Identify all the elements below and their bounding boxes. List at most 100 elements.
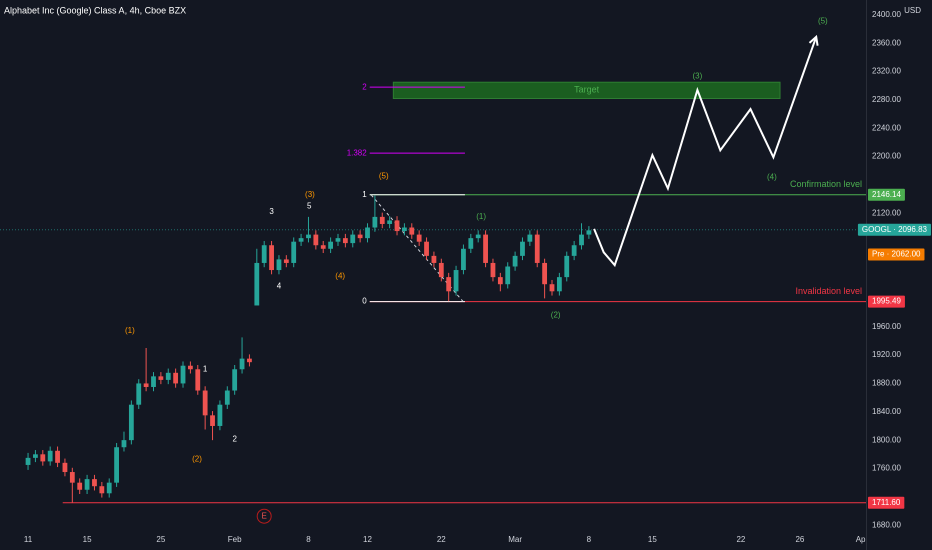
- candle-body: [483, 234, 488, 263]
- y-tick-label: 1840.00: [872, 407, 901, 416]
- level-label: Confirmation level: [790, 179, 862, 189]
- candle-body: [69, 472, 75, 483]
- x-tick-label: Apr: [856, 535, 869, 544]
- wave-label: (1): [476, 212, 486, 221]
- y-tick-label: 1960.00: [872, 322, 901, 331]
- candle-body: [99, 486, 105, 494]
- candle-body: [143, 383, 149, 387]
- wave-label: 4: [277, 281, 282, 290]
- candle-body: [475, 234, 481, 239]
- candle-body: [121, 440, 127, 448]
- candle-body: [357, 234, 363, 239]
- candle-body: [283, 259, 289, 263]
- candle-body: [497, 277, 503, 285]
- y-tick-label: 1760.00: [872, 464, 901, 473]
- candle-body: [320, 245, 326, 249]
- earnings-marker: [256, 508, 272, 524]
- x-tick-label: 22: [437, 535, 446, 544]
- candle-body: [254, 262, 260, 306]
- candle-body: [136, 383, 142, 405]
- x-tick-label: 15: [648, 535, 657, 544]
- candle-body: [187, 365, 193, 370]
- candle-body: [490, 262, 496, 278]
- candle-body: [556, 277, 562, 292]
- wave-label: (5): [379, 172, 389, 181]
- price-tag: [868, 188, 905, 201]
- wave-label: (4): [335, 272, 345, 281]
- x-tick-label: Mar: [508, 535, 522, 544]
- candle-body: [379, 216, 385, 224]
- x-tick-label: 22: [736, 535, 745, 544]
- candle-body: [402, 227, 407, 232]
- candle-body: [165, 372, 171, 380]
- x-tick-label: 26: [795, 535, 804, 544]
- candle-body: [202, 390, 208, 416]
- candle-body: [564, 255, 570, 278]
- candle-body: [261, 245, 267, 263]
- y-tick-label: 2120.00: [872, 208, 901, 217]
- price-tag-label: GOOGL · 2096.83: [862, 225, 928, 234]
- candle-body: [453, 270, 459, 292]
- price-tag-label: 1995.49: [872, 297, 901, 306]
- price-tag: [868, 295, 905, 308]
- wave-label: (4): [767, 172, 777, 181]
- candle-body: [328, 241, 334, 249]
- candle-body: [372, 216, 378, 228]
- candle-body: [542, 262, 548, 285]
- x-tick-label: 8: [306, 535, 311, 544]
- candle-body: [239, 358, 245, 370]
- candle-body: [33, 454, 38, 458]
- fib-label: 1.382: [347, 148, 368, 157]
- target-label: Target: [574, 85, 600, 95]
- wave-label: (5): [818, 16, 828, 25]
- candle-body: [62, 462, 68, 473]
- y-tick-label: 1880.00: [872, 379, 901, 388]
- candle-body: [247, 358, 252, 363]
- wave-label: 2: [232, 435, 237, 444]
- candle-body: [520, 241, 525, 256]
- candle-body: [431, 255, 437, 263]
- wave-label: 5: [307, 201, 312, 210]
- candle-body: [55, 450, 60, 463]
- candle-body: [106, 482, 112, 494]
- x-tick-label: 11: [24, 535, 33, 544]
- fib-label: 0: [362, 297, 367, 306]
- y-tick-label: 2360.00: [872, 38, 901, 47]
- candle-body: [269, 245, 274, 271]
- candle-body: [158, 376, 164, 380]
- candle-body: [40, 454, 46, 462]
- fib-label: 1: [362, 190, 367, 199]
- candle-body: [409, 227, 415, 235]
- candle-body: [210, 415, 215, 426]
- x-tick-label: 15: [83, 535, 92, 544]
- candle-body: [276, 259, 282, 271]
- candle-body: [77, 482, 83, 490]
- wave-label: (2): [551, 311, 561, 320]
- candle-body: [217, 404, 223, 426]
- target-zone: [392, 81, 781, 100]
- currency: USD: [904, 6, 921, 15]
- candle-body: [394, 220, 400, 232]
- wave-label: 3: [269, 207, 274, 216]
- candle-body: [438, 262, 444, 278]
- price-tag-label: 2146.14: [872, 190, 901, 199]
- y-tick-label: 1680.00: [872, 520, 901, 529]
- candle-body: [47, 450, 53, 462]
- wave-label: (2): [192, 454, 202, 463]
- candle-body: [579, 234, 584, 246]
- y-tick-label: 2280.00: [872, 95, 901, 104]
- candle-body: [416, 234, 422, 242]
- candle-body: [461, 248, 466, 271]
- candle-body: [387, 220, 393, 224]
- candle-body: [313, 234, 319, 246]
- candle-body: [114, 447, 119, 483]
- price-axis: 2400.00 2360.00 2320.00 2280.00 2240.00 2200.…: [857, 10, 931, 529]
- x-tick-label: 8: [587, 535, 592, 544]
- wave-label: 1: [203, 364, 208, 373]
- fib-label: 2: [362, 82, 367, 91]
- candle-body: [512, 255, 518, 267]
- candle-body: [92, 479, 97, 487]
- candle-body: [586, 230, 592, 235]
- wave-label: (3): [305, 190, 315, 199]
- y-tick-label: 2320.00: [872, 67, 901, 76]
